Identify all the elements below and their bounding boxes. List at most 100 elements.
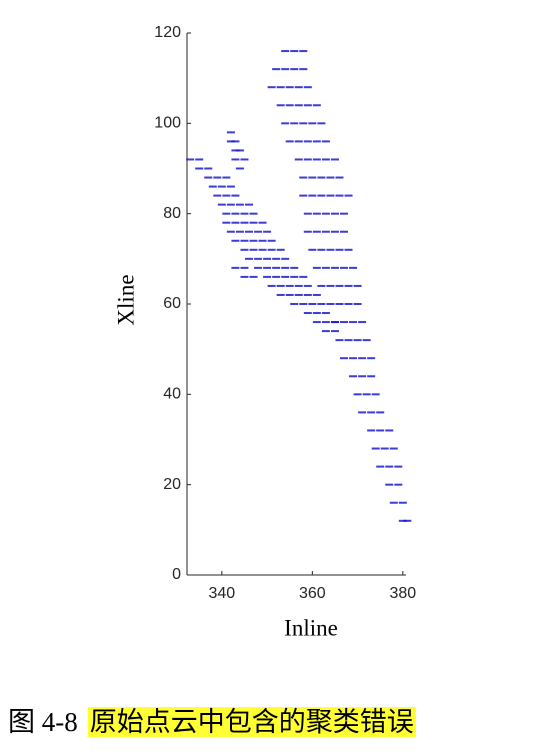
point [389,501,398,504]
point [294,86,303,89]
figure-label: 图 4-8 [8,707,78,737]
point [240,221,249,224]
point [335,248,344,251]
point [326,194,335,197]
point [312,104,321,107]
point [240,158,249,161]
point [340,212,349,215]
point [240,248,249,251]
y-tick-label: 40 [163,386,181,403]
point [276,284,285,287]
x-tick-label: 340 [208,585,235,602]
point [367,375,376,378]
x-tick-label: 380 [389,585,416,602]
point [317,248,326,251]
point [249,212,258,215]
point [303,158,312,161]
point [217,203,226,206]
point [321,158,330,161]
point [376,429,385,432]
point [285,86,294,89]
point [204,167,213,170]
point [299,303,308,305]
point [263,257,272,260]
point [299,275,308,278]
point [213,176,222,179]
point [321,212,330,215]
point [358,411,367,414]
y-axis-label: Xline [113,274,138,325]
point [254,266,263,269]
point [398,519,407,522]
point [231,221,240,224]
point [312,266,321,269]
point [340,266,349,269]
point [281,50,290,53]
point [344,303,353,305]
point [290,266,299,269]
point [290,275,299,278]
point [276,104,285,107]
point [398,501,407,504]
point [321,140,330,143]
point [240,266,249,269]
point [335,176,344,179]
point [303,293,312,296]
point [231,158,240,161]
point [303,312,312,315]
point [226,131,235,134]
point [303,104,312,107]
point [276,86,285,89]
point [231,194,240,197]
point [231,239,240,242]
point [240,212,249,215]
point [299,176,308,179]
point [321,312,330,315]
point [290,303,299,305]
point [349,266,358,269]
point [231,212,240,215]
point [272,257,281,260]
point [330,230,339,233]
point [263,275,272,278]
point [249,221,258,224]
point [380,447,389,450]
point [299,68,308,71]
point [231,140,240,143]
point [371,393,380,396]
point [240,275,249,278]
point [344,194,353,197]
point [308,122,317,125]
point [272,275,281,278]
point [195,158,204,161]
point [294,140,303,143]
point [299,194,308,197]
point [235,203,244,206]
point [294,293,303,296]
point [362,339,371,342]
point [308,194,317,197]
point [281,257,290,260]
point [235,149,244,152]
point [249,248,258,251]
point [294,284,303,287]
point [321,321,330,324]
point [285,284,294,287]
point [353,393,362,396]
point [244,257,253,260]
point [303,212,312,215]
point [294,158,303,161]
point [285,140,294,143]
point [294,104,303,107]
point [240,239,249,242]
point [340,321,349,324]
point [344,284,353,287]
point [353,303,362,305]
point [367,357,376,360]
point [349,357,358,360]
point [303,86,312,89]
point [330,330,339,333]
point [231,149,240,152]
point [290,68,299,71]
